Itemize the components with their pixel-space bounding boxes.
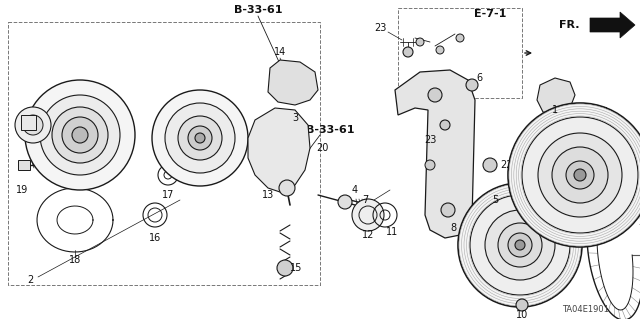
Circle shape xyxy=(441,203,455,217)
Text: 20: 20 xyxy=(316,143,328,153)
Text: 24: 24 xyxy=(638,217,640,227)
Circle shape xyxy=(436,46,444,54)
Circle shape xyxy=(458,183,582,307)
Circle shape xyxy=(483,158,497,172)
Circle shape xyxy=(566,161,594,189)
Text: 22: 22 xyxy=(500,160,513,170)
Polygon shape xyxy=(395,70,475,238)
Circle shape xyxy=(338,195,352,209)
Circle shape xyxy=(516,299,528,311)
Text: 8: 8 xyxy=(450,223,456,233)
Text: TA04E1901: TA04E1901 xyxy=(561,306,609,315)
Text: 18: 18 xyxy=(69,255,81,265)
Circle shape xyxy=(52,107,108,163)
Polygon shape xyxy=(21,115,36,130)
Circle shape xyxy=(165,103,235,173)
Text: 3: 3 xyxy=(292,113,298,123)
Polygon shape xyxy=(18,160,30,170)
Circle shape xyxy=(152,90,248,186)
Text: 15: 15 xyxy=(290,263,302,273)
Circle shape xyxy=(428,88,442,102)
Text: 1: 1 xyxy=(552,123,558,133)
Polygon shape xyxy=(268,60,318,105)
Circle shape xyxy=(62,117,98,153)
Circle shape xyxy=(279,180,295,196)
Circle shape xyxy=(466,79,478,91)
Text: 16: 16 xyxy=(149,233,161,243)
Text: 2: 2 xyxy=(27,275,33,285)
Circle shape xyxy=(178,116,222,160)
Circle shape xyxy=(574,169,586,181)
Circle shape xyxy=(552,147,608,203)
Circle shape xyxy=(403,47,413,57)
Circle shape xyxy=(508,103,640,247)
Circle shape xyxy=(515,240,525,250)
Text: 10: 10 xyxy=(516,310,528,319)
Circle shape xyxy=(416,38,424,46)
Circle shape xyxy=(352,199,384,231)
Text: 11: 11 xyxy=(386,227,398,237)
Circle shape xyxy=(188,126,212,150)
Circle shape xyxy=(470,195,570,295)
Text: 7: 7 xyxy=(362,195,368,205)
Circle shape xyxy=(15,107,51,143)
Circle shape xyxy=(425,160,435,170)
Text: B-33-61: B-33-61 xyxy=(306,125,355,135)
Text: 23: 23 xyxy=(374,23,386,33)
Text: 21: 21 xyxy=(597,107,609,117)
Text: 17: 17 xyxy=(162,190,174,200)
Polygon shape xyxy=(537,78,575,115)
Circle shape xyxy=(23,115,43,135)
Text: 4: 4 xyxy=(352,185,358,195)
Polygon shape xyxy=(590,12,635,38)
Circle shape xyxy=(40,95,120,175)
Polygon shape xyxy=(248,108,310,192)
Circle shape xyxy=(277,260,293,276)
Text: 12: 12 xyxy=(362,230,374,240)
Circle shape xyxy=(485,210,555,280)
Circle shape xyxy=(538,133,622,217)
Text: 23: 23 xyxy=(424,135,436,145)
Circle shape xyxy=(508,233,532,257)
Circle shape xyxy=(522,117,638,233)
Circle shape xyxy=(72,127,88,143)
Text: 6: 6 xyxy=(476,73,482,83)
Circle shape xyxy=(25,80,135,190)
Text: B-33-61: B-33-61 xyxy=(234,5,282,15)
Text: 14: 14 xyxy=(274,47,286,57)
Text: 1: 1 xyxy=(552,105,558,115)
Text: 13: 13 xyxy=(262,190,274,200)
Text: E-7-1: E-7-1 xyxy=(474,9,506,19)
Circle shape xyxy=(195,133,205,143)
Circle shape xyxy=(440,120,450,130)
Text: 5: 5 xyxy=(492,195,498,205)
Circle shape xyxy=(498,223,542,267)
Text: FR.: FR. xyxy=(559,20,580,30)
Text: 19: 19 xyxy=(16,185,28,195)
Circle shape xyxy=(456,34,464,42)
Circle shape xyxy=(582,107,592,117)
